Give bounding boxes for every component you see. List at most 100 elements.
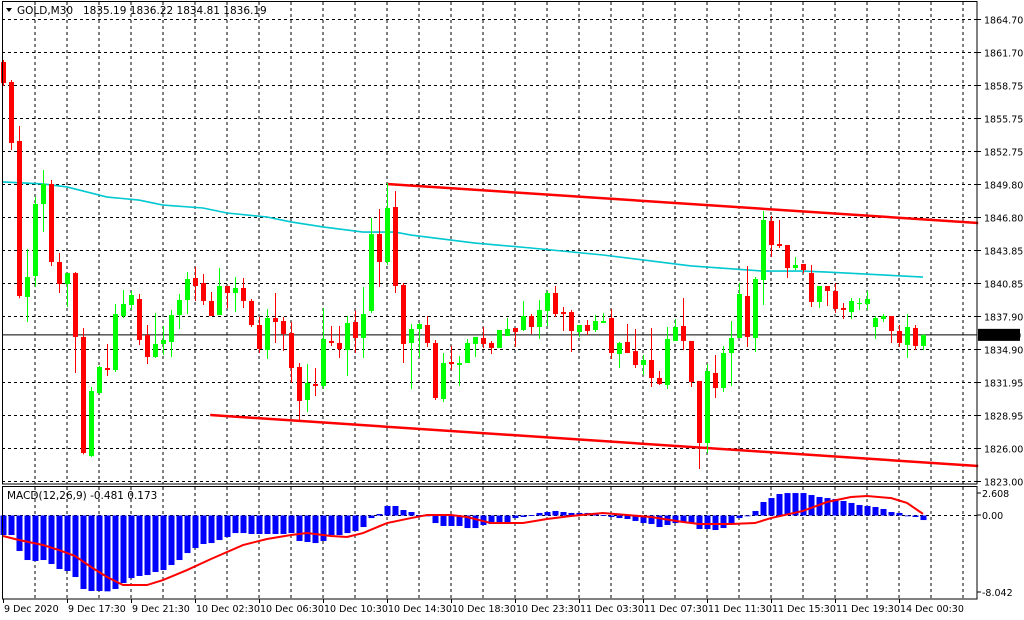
candle-body [313, 383, 318, 386]
macd-histogram-bar [192, 515, 199, 549]
candle [145, 325, 150, 365]
candle-body [1, 61, 6, 84]
macd-histogram-bar [792, 493, 799, 516]
candle-body [849, 300, 854, 313]
candle [257, 317, 262, 354]
macd-histogram-bar [896, 512, 903, 516]
candle [369, 217, 374, 314]
current-price-tag [978, 328, 1020, 341]
candle-body [881, 316, 886, 320]
triangle-down-icon[interactable] [6, 8, 12, 12]
candle [81, 327, 86, 455]
candle-body [705, 370, 710, 443]
candle-body [465, 342, 470, 364]
price-axis-label: 1849.80 [984, 181, 1023, 192]
candle [593, 315, 598, 332]
candle [465, 338, 470, 364]
candle [817, 286, 822, 308]
macd-histogram-bar [432, 515, 439, 524]
candle [873, 316, 878, 339]
candle-body [889, 316, 894, 331]
macd-histogram-bar [624, 515, 631, 519]
candle [545, 290, 550, 327]
candle [161, 326, 166, 356]
macd-histogram-bar [776, 493, 783, 516]
candle [225, 286, 230, 308]
candle-body [913, 327, 918, 346]
macd-histogram-bar [632, 515, 639, 521]
candle-body [865, 298, 870, 304]
candle-body [81, 336, 86, 453]
candle-body [113, 314, 118, 370]
macd-histogram-bar [744, 515, 751, 517]
candle-body [129, 294, 134, 305]
candle-body [761, 219, 766, 281]
candle [345, 316, 350, 376]
candle-body [673, 327, 678, 341]
candle-body [353, 322, 358, 338]
candle-body [545, 292, 550, 311]
macd-histogram-bar [352, 515, 359, 531]
macd-histogram-bar [864, 505, 871, 516]
candle [25, 249, 30, 323]
macd-histogram-bar [296, 515, 303, 541]
candle [849, 297, 854, 320]
candle-body [401, 285, 406, 344]
candle [457, 356, 462, 386]
macd-histogram-bar [72, 515, 79, 578]
candle [569, 309, 574, 353]
candle [561, 306, 566, 331]
time-axis-label: 11 Dec 07:30 [644, 604, 708, 615]
macd-histogram-bar [376, 513, 383, 516]
candle-body [369, 234, 374, 311]
candle [793, 256, 798, 271]
candle [705, 364, 710, 453]
candle [49, 179, 54, 266]
candle [777, 219, 782, 249]
candle-body [785, 245, 790, 269]
candle-body [17, 140, 22, 296]
candle-body [321, 338, 326, 386]
time-axis-label: 11 Dec 11:30 [708, 604, 772, 615]
candle [313, 367, 318, 397]
candle [801, 263, 806, 274]
candle-body [841, 307, 846, 310]
candle-body [137, 298, 142, 340]
candle-body [161, 339, 166, 344]
time-axis-label: 10 Dec 06:30 [260, 604, 324, 615]
candle-body [457, 363, 462, 366]
candle-body [345, 323, 350, 351]
macd-histogram-bar [808, 495, 815, 516]
candle-body [33, 204, 38, 277]
candle [841, 302, 846, 320]
trendline-upper[interactable] [386, 182, 979, 225]
candle [649, 327, 654, 388]
candle-body [57, 261, 62, 285]
price-axis-label: 1852.75 [984, 148, 1023, 159]
candle [609, 308, 614, 360]
candle-body [585, 325, 590, 331]
macd-histogram-bar [272, 515, 279, 534]
price-axis-label: 1823.00 [984, 478, 1023, 489]
candle-body [833, 290, 838, 309]
macd-frame [2, 486, 978, 600]
candle [1, 59, 6, 87]
candle [489, 340, 494, 355]
candle [481, 327, 486, 349]
candle [641, 355, 646, 375]
candle [353, 310, 358, 354]
candle [913, 325, 918, 351]
candle [177, 293, 182, 329]
candle [577, 325, 582, 337]
trendlines[interactable] [210, 182, 979, 468]
macd-histogram-bar [384, 505, 391, 516]
price-axis-label: 1855.75 [984, 115, 1023, 126]
candle-body [481, 337, 486, 344]
trendline-lower[interactable] [210, 413, 979, 468]
candle [281, 317, 286, 352]
candle-body [681, 326, 686, 341]
macd-histogram-bar [448, 515, 455, 526]
candle [129, 290, 134, 310]
candle-body [513, 327, 518, 332]
